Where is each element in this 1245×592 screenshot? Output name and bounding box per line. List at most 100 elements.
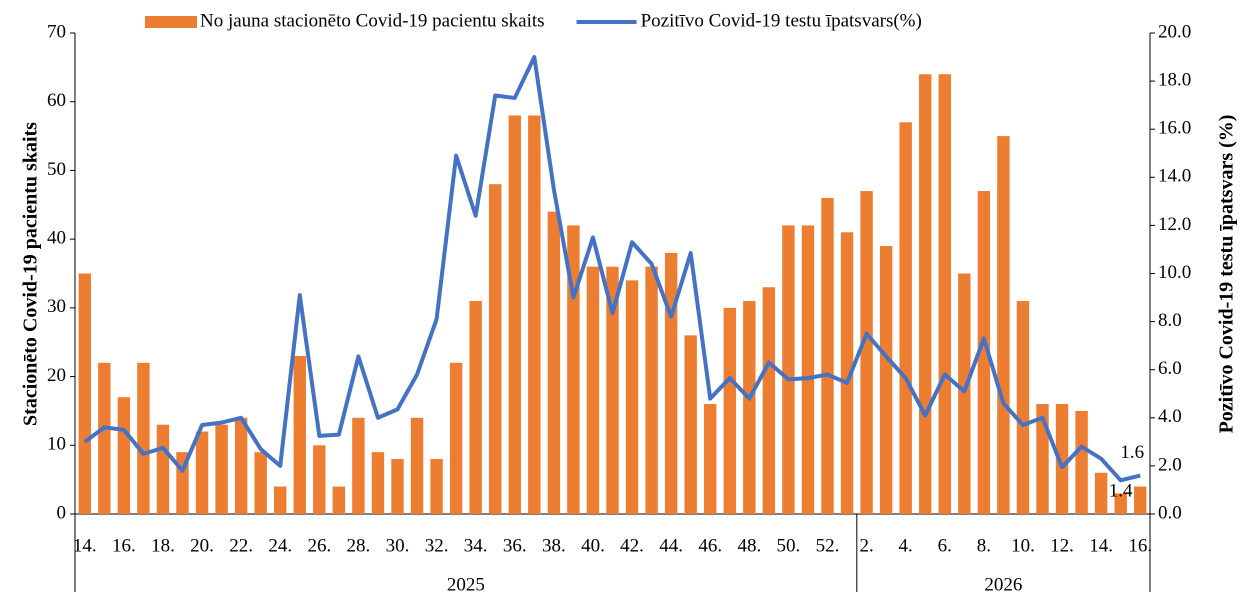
- bar: [801, 225, 815, 514]
- bar: [684, 335, 697, 514]
- bar: [78, 273, 91, 514]
- y-tick-label: 30: [47, 296, 66, 317]
- bar: [489, 184, 502, 514]
- y-tick-label: 20: [47, 365, 66, 386]
- bar: [1094, 472, 1108, 514]
- bar: [1016, 300, 1030, 514]
- legend-swatch: [145, 16, 197, 28]
- bar: [371, 452, 385, 514]
- bar: [645, 266, 658, 514]
- x-tick-label: 52.: [816, 535, 840, 556]
- x-tick-label: 38.: [542, 535, 566, 556]
- bar: [449, 362, 463, 514]
- line: [83, 55, 1141, 483]
- bar: [156, 424, 170, 514]
- x-tick-label: 2.: [859, 535, 873, 556]
- bar: [98, 362, 111, 514]
- x-tick-label: 46.: [698, 535, 722, 556]
- bar: [332, 486, 346, 514]
- y2-tick-label: 2.0: [1158, 454, 1182, 475]
- bar: [1134, 486, 1147, 514]
- x-tick-label: 40.: [581, 535, 605, 556]
- bar: [313, 445, 326, 514]
- x-tick-label: 6.: [938, 535, 952, 556]
- x-tick-label: 12.: [1050, 535, 1074, 556]
- legend-label: Pozitīvo Covid-19 testu īpatsvars(%): [641, 10, 922, 31]
- bar: [919, 74, 932, 514]
- bar: [723, 307, 736, 514]
- x-tick-label: 50.: [777, 535, 801, 556]
- bar: [704, 404, 717, 514]
- bar: [430, 459, 443, 514]
- bar: [352, 417, 365, 514]
- bar: [117, 397, 131, 514]
- x-tick-label: 34.: [464, 535, 488, 556]
- x-tick-label: 10.: [1011, 535, 1035, 556]
- x-tick-label: 42.: [620, 535, 644, 556]
- y2-tick-label: 6.0: [1158, 358, 1182, 379]
- x-tick-label: 4.: [899, 535, 913, 556]
- bar: [958, 273, 971, 514]
- bar: [938, 74, 951, 514]
- x-tick-label: 8.: [977, 535, 991, 556]
- bar: [586, 266, 600, 514]
- x-tick-label: 26.: [307, 535, 331, 556]
- x-tick-label: 44.: [659, 535, 683, 556]
- bar: [254, 452, 267, 514]
- y2-tick-label: 12.0: [1158, 214, 1191, 235]
- bar: [508, 115, 521, 514]
- bar: [274, 486, 287, 514]
- bar: [840, 232, 854, 514]
- bar: [762, 287, 776, 514]
- bar: [234, 417, 248, 514]
- bar: [899, 122, 912, 514]
- y-tick-label: 70: [47, 21, 66, 42]
- x-tick-label: 16.: [112, 535, 136, 556]
- y-tick-label: 60: [47, 90, 66, 111]
- bar: [567, 225, 580, 514]
- group-label: 2026: [984, 574, 1022, 592]
- group-label: 2025: [447, 574, 485, 592]
- x-tick-label: 48.: [737, 535, 761, 556]
- x-tick-label: 36.: [503, 535, 527, 556]
- y2-tick-label: 18.0: [1158, 69, 1191, 90]
- bar: [547, 211, 561, 514]
- bar: [1075, 410, 1088, 514]
- bar: [293, 355, 306, 514]
- y2-tick-label: 10.0: [1158, 262, 1191, 283]
- y2-tick-label: 16.0: [1158, 118, 1191, 139]
- y2-tick-label: 8.0: [1158, 310, 1182, 331]
- x-tick-label: 20.: [190, 535, 214, 556]
- y-axis-title: Stacionēto Covid-19 pacientu skaits: [20, 122, 42, 426]
- bar: [1055, 404, 1069, 514]
- bar: [215, 424, 228, 514]
- bar: [782, 225, 795, 514]
- bar: [606, 266, 619, 514]
- bar: [879, 246, 893, 514]
- bar: [469, 300, 482, 514]
- legend-label: No jauna stacionēto Covid-19 pacientu sk…: [200, 10, 545, 31]
- bar: [410, 417, 424, 514]
- bar: [528, 115, 541, 514]
- y-tick-label: 40: [47, 228, 66, 249]
- x-tick-label: 30.: [386, 535, 410, 556]
- x-tick-label: 18.: [151, 535, 175, 556]
- bar: [391, 459, 404, 514]
- bar: [664, 252, 678, 514]
- y-tick-label: 50: [47, 159, 66, 180]
- x-tick-label: 28.: [347, 535, 371, 556]
- x-tick-label: 14.: [1089, 535, 1113, 556]
- y2-tick-label: 20.0: [1158, 21, 1191, 42]
- bar: [977, 191, 991, 515]
- y2-tick-label: 4.0: [1158, 406, 1182, 427]
- bar: [997, 136, 1010, 515]
- x-tick-label: 24.: [268, 535, 292, 556]
- x-tick-label: 16.: [1128, 535, 1152, 556]
- x-tick-label: 14.: [73, 535, 97, 556]
- data-label: 1.4: [1109, 481, 1133, 502]
- bar: [1114, 493, 1127, 514]
- bar: [860, 191, 873, 515]
- bar: [821, 197, 834, 514]
- y2-axis-title: Pozitīvo Covid-19 testu īpatsvars (%): [1216, 115, 1238, 434]
